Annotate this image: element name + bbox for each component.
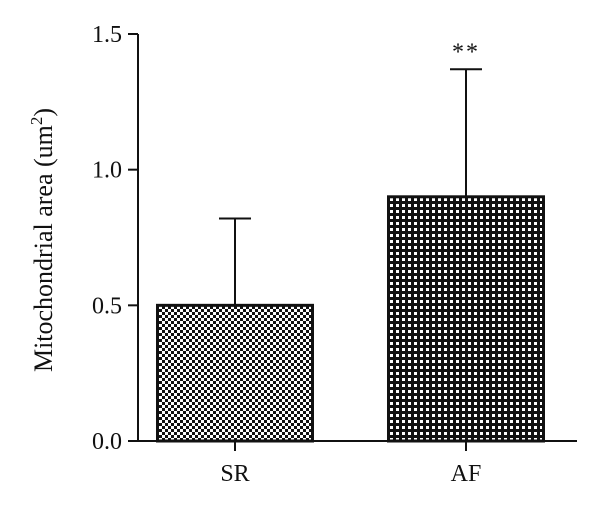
y-tick-label: 0.0 — [92, 429, 122, 455]
y-tick-label: 1.0 — [92, 158, 122, 184]
bar-af — [387, 195, 545, 443]
bar-sr — [156, 303, 314, 443]
x-tick-label-af: AF — [451, 461, 482, 487]
y-axis-title: Mitochondrial area (um2) — [27, 108, 58, 372]
x-tick-label-sr: SR — [220, 461, 249, 487]
y-tick-label: 0.5 — [92, 293, 122, 319]
y-tick-label: 1.5 — [92, 22, 122, 48]
significance-label: ** — [452, 39, 480, 65]
